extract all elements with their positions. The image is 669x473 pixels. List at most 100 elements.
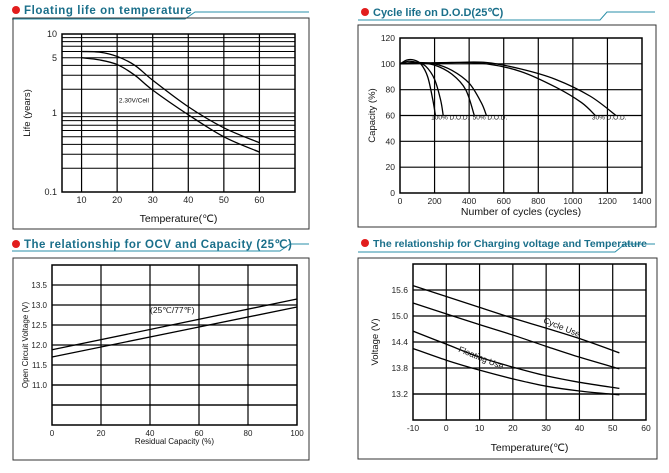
panel-border bbox=[357, 24, 657, 228]
x-tick-label: 10 bbox=[77, 195, 87, 205]
y-tick-label: 15.0 bbox=[391, 311, 408, 321]
y-tick-label: 20 bbox=[386, 162, 396, 172]
y-axis-label: Capacity (%) bbox=[367, 88, 378, 142]
title-underline bbox=[12, 243, 309, 252]
x-tick-label: 0 bbox=[444, 423, 449, 433]
x-axis-label: Temperature(℃) bbox=[140, 213, 218, 225]
x-tick-label: 80 bbox=[244, 429, 253, 438]
x-tick-label: -10 bbox=[407, 423, 420, 433]
x-axis-label: Temperature(℃) bbox=[491, 442, 569, 454]
y-axis-label: Voltage (V) bbox=[370, 319, 381, 366]
x-tick-label: 50 bbox=[219, 195, 229, 205]
chart-title: The relationship for OCV and Capacity (2… bbox=[24, 239, 293, 251]
y-tick-label: 13.8 bbox=[391, 363, 408, 373]
x-tick-label: 400 bbox=[462, 196, 476, 206]
y-tick-label: 0 bbox=[390, 188, 395, 198]
series-line bbox=[51, 298, 298, 351]
chart-c2: 0 200 400 600 800 1000 1200 1400 0 20 40 60 80 100 120… bbox=[357, 11, 657, 228]
y-tick-label: 40 bbox=[386, 136, 396, 146]
chart-c4: -10 0 10 20 30 40 50 60 13.2 13.8 14.4 15.0 15.6 Temp… bbox=[357, 243, 658, 460]
title-charging-voltage: The relationship for Charging voltage an… bbox=[361, 238, 647, 250]
title-underline bbox=[358, 11, 655, 21]
series-line bbox=[412, 285, 620, 354]
x-tick-label: 1200 bbox=[598, 196, 617, 206]
series-line bbox=[81, 50, 260, 144]
series-line bbox=[399, 60, 444, 116]
y-tick-label: 100 bbox=[381, 59, 395, 69]
panel-border bbox=[12, 257, 310, 461]
series-line bbox=[412, 330, 620, 390]
annotation-label: 50% D.O.D. bbox=[473, 114, 508, 121]
x-tick-label: 30 bbox=[541, 423, 551, 433]
y-tick-label: 11.5 bbox=[32, 361, 48, 370]
x-tick-label: 20 bbox=[112, 195, 122, 205]
series-line bbox=[51, 306, 298, 358]
x-tick-label: 200 bbox=[427, 196, 441, 206]
x-tick-label: 30 bbox=[148, 195, 158, 205]
series-line bbox=[412, 302, 620, 370]
x-tick-label: 10 bbox=[475, 423, 485, 433]
chart-title: Cycle life on D.O.D(25℃) bbox=[373, 7, 504, 19]
y-tick-label: 1 bbox=[52, 108, 57, 118]
x-tick-label: 40 bbox=[183, 195, 193, 205]
bullet-icon bbox=[12, 6, 20, 14]
x-tick-label: 1000 bbox=[563, 196, 582, 206]
x-tick-label: 40 bbox=[146, 429, 155, 438]
title-ocv-capacity: The relationship for OCV and Capacity (2… bbox=[12, 237, 292, 251]
x-tick-label: 0 bbox=[398, 196, 403, 206]
panel-border bbox=[357, 257, 658, 460]
series-line bbox=[399, 58, 437, 116]
x-tick-label: 0 bbox=[50, 429, 55, 438]
x-tick-label: 100 bbox=[290, 429, 304, 438]
annotation-label: Floating Use bbox=[457, 344, 505, 371]
panel-border bbox=[12, 17, 310, 230]
title-floating-life: Floating life on temperature bbox=[12, 5, 192, 17]
x-tick-label: 60 bbox=[254, 195, 264, 205]
x-tick-label: 20 bbox=[508, 423, 518, 433]
y-tick-label: 13.0 bbox=[31, 301, 47, 310]
y-tick-label: 60 bbox=[386, 111, 396, 121]
y-tick-label: 80 bbox=[386, 85, 396, 95]
y-tick-label: 13.5 bbox=[31, 281, 47, 290]
x-axis-label: Number of cycles (cycles) bbox=[461, 206, 581, 218]
x-tick-label: 1400 bbox=[633, 196, 652, 206]
y-tick-label: 5 bbox=[52, 53, 57, 63]
x-tick-label: 50 bbox=[608, 423, 618, 433]
y-tick-label: 120 bbox=[381, 33, 395, 43]
y-axis-label: Life (years) bbox=[22, 89, 33, 137]
x-tick-label: 20 bbox=[97, 429, 106, 438]
bullet-icon bbox=[12, 240, 20, 248]
series-line bbox=[399, 61, 488, 116]
y-tick-label: 13.2 bbox=[391, 389, 408, 399]
bullet-icon bbox=[361, 8, 369, 16]
chart-c3: 0 20 40 60 80 100 11.0 11.5 12.0 12.5 13.0 13.5 Resi… bbox=[12, 243, 310, 461]
y-tick-label: 15.6 bbox=[391, 285, 408, 295]
x-tick-label: 60 bbox=[195, 429, 204, 438]
plot-area bbox=[412, 263, 647, 421]
annotation-label: 100% D.O.D. bbox=[431, 114, 469, 121]
plot-area bbox=[399, 37, 643, 194]
series-line bbox=[412, 347, 620, 396]
annotation-label: Cycle Use bbox=[542, 315, 582, 339]
y-tick-label: 12.5 bbox=[31, 321, 47, 330]
annotation-label: 2.30V/Cell bbox=[119, 98, 150, 105]
y-tick-label: 0.1 bbox=[44, 187, 57, 197]
plot-area bbox=[51, 264, 298, 426]
y-tick-label: 12.0 bbox=[31, 341, 47, 350]
chart-c1: 10 20 30 40 50 60 0.1 1 5 10 Temperature(℃) Life (y… bbox=[12, 11, 310, 230]
chart-title: The relationship for Charging voltage an… bbox=[373, 238, 648, 250]
plot-area bbox=[61, 33, 296, 193]
title-underline bbox=[358, 243, 655, 253]
x-tick-label: 600 bbox=[497, 196, 511, 206]
series-line bbox=[399, 61, 617, 117]
x-tick-label: 40 bbox=[575, 423, 585, 433]
series-line bbox=[81, 57, 260, 153]
annotation-label: 30% D.O.D. bbox=[592, 114, 627, 121]
annotation-label: (25℃/77℉) bbox=[150, 305, 195, 315]
title-cycle-life: Cycle life on D.O.D(25℃) bbox=[361, 6, 503, 19]
y-axis-label: Open Circuit Voltage (V) bbox=[21, 302, 30, 389]
x-tick-label: 800 bbox=[531, 196, 545, 206]
title-underline bbox=[12, 11, 309, 20]
y-tick-label: 14.4 bbox=[391, 337, 408, 347]
bullet-icon bbox=[361, 239, 369, 247]
